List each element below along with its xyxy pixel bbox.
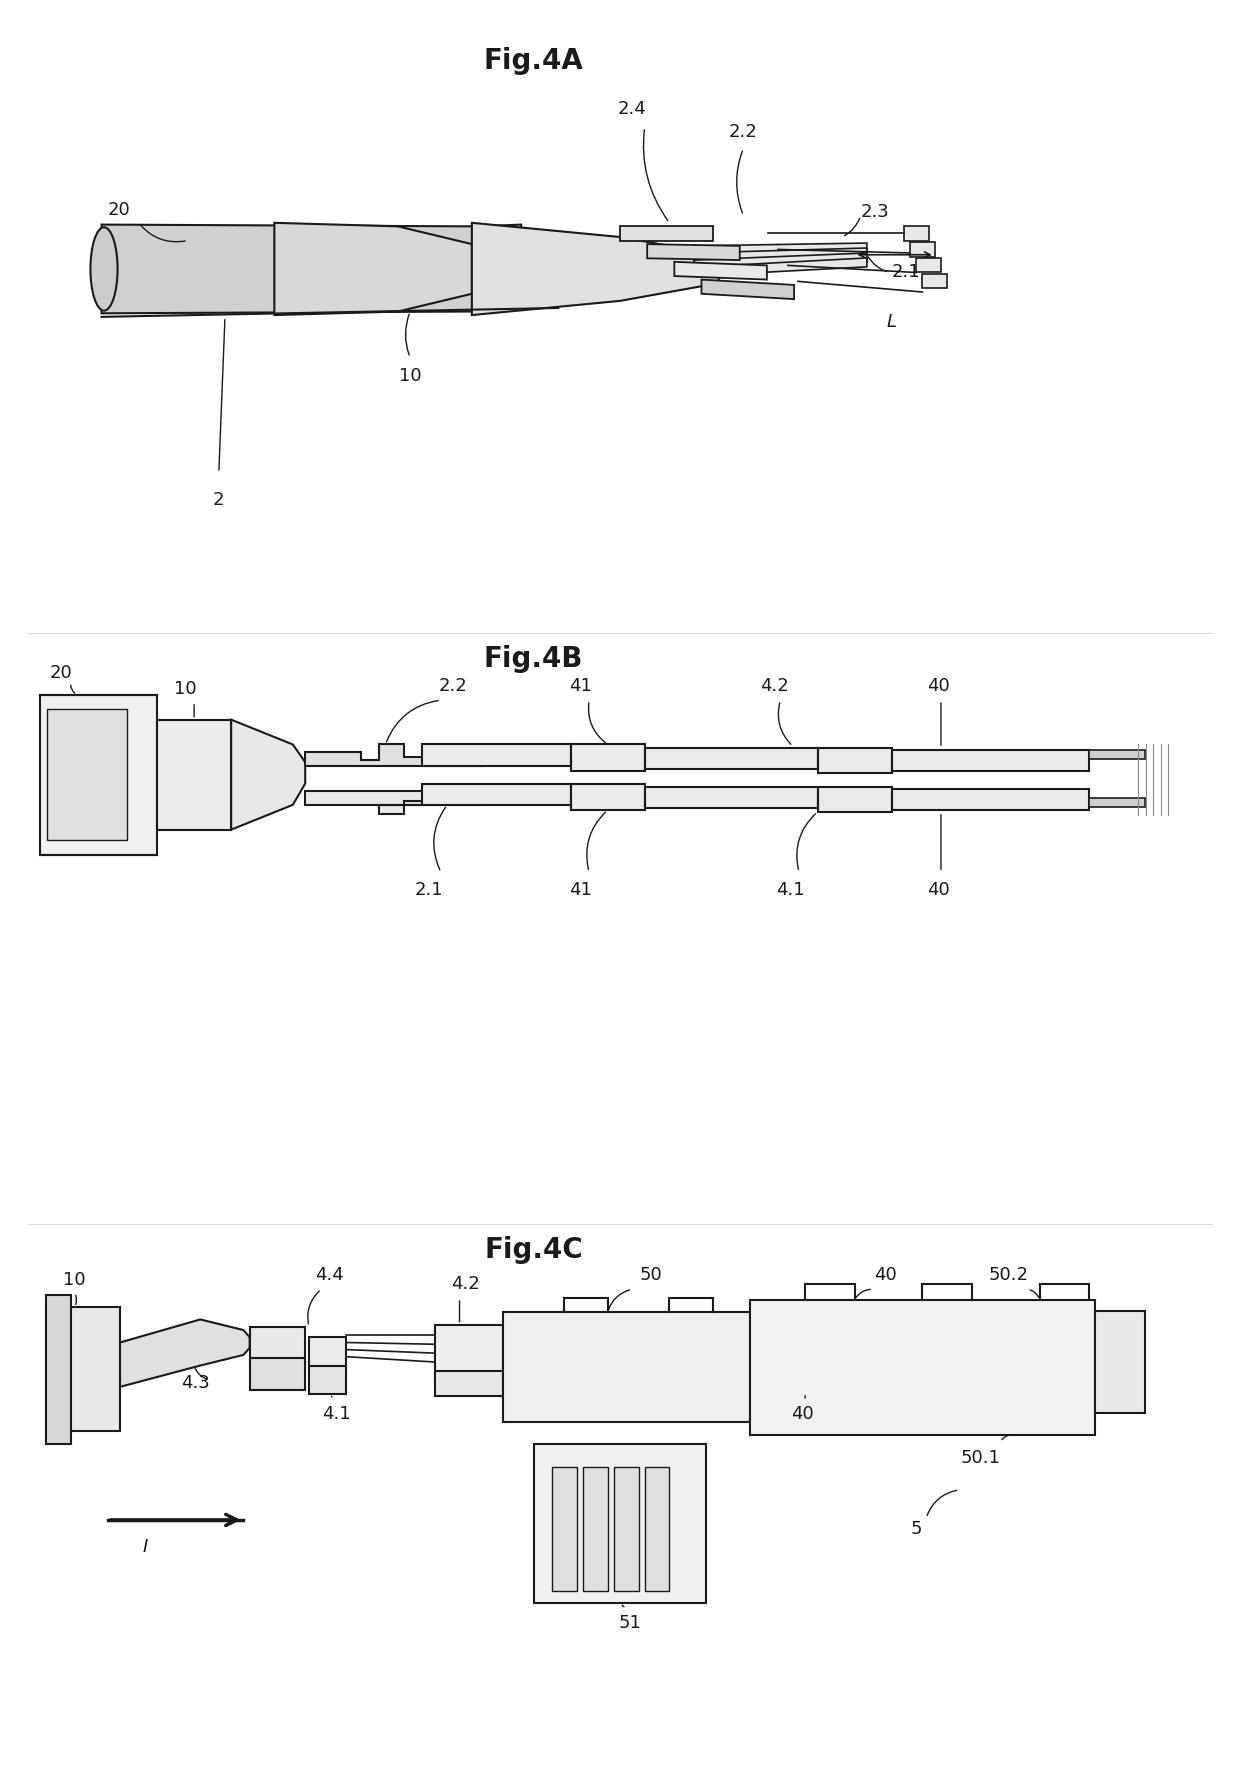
- Bar: [923, 274, 947, 288]
- Text: 2.2: 2.2: [729, 123, 758, 141]
- Bar: [309, 1337, 346, 1372]
- Polygon shape: [694, 258, 867, 276]
- Text: Fig.4C: Fig.4C: [484, 1235, 583, 1264]
- Text: 40: 40: [928, 881, 950, 899]
- Bar: [435, 1324, 502, 1381]
- Bar: [249, 1326, 305, 1365]
- Polygon shape: [305, 744, 484, 765]
- Text: 4.4: 4.4: [315, 1266, 345, 1283]
- Text: 4.1: 4.1: [776, 881, 805, 899]
- Polygon shape: [231, 719, 305, 829]
- Bar: [1089, 749, 1145, 758]
- Text: 20: 20: [50, 664, 72, 682]
- Polygon shape: [694, 247, 867, 262]
- Text: Fig.4A: Fig.4A: [484, 46, 584, 75]
- Polygon shape: [305, 790, 484, 813]
- Text: 4.2: 4.2: [451, 1274, 480, 1292]
- Bar: [46, 1294, 71, 1444]
- Bar: [502, 1312, 750, 1422]
- Bar: [750, 1299, 1095, 1435]
- Text: 50.1: 50.1: [961, 1449, 1001, 1467]
- Text: 2.1: 2.1: [414, 881, 443, 899]
- Text: 2: 2: [213, 491, 224, 509]
- Bar: [1089, 797, 1145, 806]
- Bar: [645, 787, 817, 808]
- Text: 2.4: 2.4: [618, 100, 647, 117]
- Bar: [52, 1307, 120, 1431]
- Text: 10: 10: [399, 367, 422, 384]
- Bar: [645, 748, 817, 769]
- Text: 50.2: 50.2: [988, 1266, 1029, 1283]
- Bar: [910, 242, 935, 256]
- Text: 4.3: 4.3: [181, 1374, 210, 1392]
- Text: 41: 41: [569, 881, 591, 899]
- Bar: [1095, 1310, 1145, 1413]
- Bar: [309, 1365, 346, 1394]
- Text: Fig.4B: Fig.4B: [484, 644, 583, 673]
- Text: 4.1: 4.1: [321, 1404, 351, 1422]
- Text: 40: 40: [928, 676, 950, 694]
- Bar: [435, 1371, 502, 1396]
- Polygon shape: [702, 279, 794, 299]
- Text: 2.1: 2.1: [892, 263, 920, 281]
- Text: I: I: [143, 1538, 148, 1556]
- Text: 40: 40: [791, 1404, 815, 1422]
- Text: 2.3: 2.3: [861, 203, 889, 221]
- Text: 5: 5: [910, 1520, 923, 1538]
- Bar: [249, 1358, 305, 1390]
- Bar: [614, 1467, 639, 1591]
- Bar: [552, 1467, 577, 1591]
- Polygon shape: [274, 222, 472, 315]
- Bar: [916, 258, 941, 272]
- Text: 2.2: 2.2: [439, 676, 467, 694]
- Polygon shape: [694, 244, 867, 255]
- Bar: [583, 1467, 608, 1591]
- Bar: [423, 744, 570, 765]
- Bar: [817, 748, 892, 773]
- Polygon shape: [472, 222, 719, 315]
- Polygon shape: [102, 224, 521, 304]
- Bar: [817, 787, 892, 812]
- Text: 4.2: 4.2: [760, 676, 789, 694]
- Polygon shape: [102, 224, 558, 313]
- Bar: [892, 789, 1089, 810]
- Text: 50: 50: [640, 1266, 662, 1283]
- Bar: [423, 783, 570, 805]
- Bar: [892, 749, 1089, 771]
- Bar: [40, 694, 157, 854]
- Text: 10: 10: [174, 680, 197, 698]
- Bar: [47, 708, 128, 840]
- Bar: [645, 1467, 670, 1591]
- Polygon shape: [647, 244, 740, 260]
- Bar: [570, 783, 645, 810]
- Text: 41: 41: [569, 676, 591, 694]
- Polygon shape: [694, 253, 867, 269]
- Text: 20: 20: [108, 201, 130, 219]
- Text: 51: 51: [619, 1614, 641, 1632]
- Bar: [533, 1444, 707, 1604]
- Text: 10: 10: [63, 1271, 86, 1289]
- Bar: [570, 744, 645, 771]
- Text: L: L: [887, 313, 897, 331]
- Ellipse shape: [91, 228, 118, 312]
- Polygon shape: [675, 262, 766, 279]
- Bar: [157, 719, 231, 829]
- Polygon shape: [120, 1319, 249, 1387]
- Bar: [904, 226, 929, 240]
- Polygon shape: [620, 226, 713, 240]
- Text: 40: 40: [874, 1266, 897, 1283]
